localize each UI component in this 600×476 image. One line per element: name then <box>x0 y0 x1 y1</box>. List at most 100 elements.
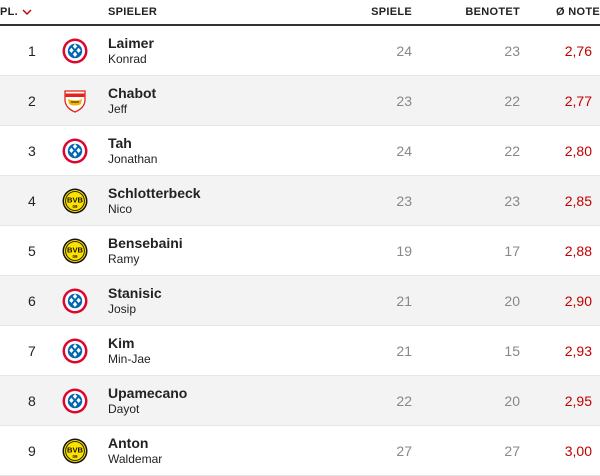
rank-cell: 6 <box>28 292 36 309</box>
player-cell[interactable]: Anton Waldemar <box>108 435 332 467</box>
table-row[interactable]: 7 Kim Min-Jae 21 15 2,93 <box>0 326 600 376</box>
rated-cell: 15 <box>504 342 520 359</box>
games-cell: 27 <box>396 442 412 459</box>
player-first-name: Nico <box>108 201 133 216</box>
bvb-crest-year: 09 <box>73 454 78 459</box>
rated-cell: 22 <box>504 92 520 109</box>
player-first-name: Ramy <box>108 251 140 266</box>
table-body: 1 Laimer Konrad 24 23 2,76 2 Chabot Jeff… <box>0 26 600 476</box>
crest-cell <box>62 288 108 314</box>
rank-cell: 8 <box>28 392 36 409</box>
grade-cell: 2,77 <box>564 92 592 109</box>
player-cell[interactable]: Tah Jonathan <box>108 135 332 167</box>
crest-cell <box>62 388 108 414</box>
player-cell[interactable]: Stanisic Josip <box>108 285 332 317</box>
player-last-name[interactable]: Bensebaini <box>108 234 183 251</box>
rank-cell: 5 <box>28 242 36 259</box>
bvb-crest-lettering: BVB <box>67 195 84 204</box>
player-last-name[interactable]: Upamecano <box>108 384 188 401</box>
table-row[interactable]: 2 Chabot Jeff 23 22 2,77 <box>0 76 600 126</box>
rank-cell: 2 <box>28 92 36 109</box>
grade-cell: 2,93 <box>564 342 592 359</box>
grade-cell: 2,88 <box>564 242 592 259</box>
bvb-crest-year: 09 <box>73 254 78 259</box>
player-cell[interactable]: Kim Min-Jae <box>108 335 332 367</box>
grade-cell: 2,76 <box>564 42 592 59</box>
games-cell: 24 <box>396 42 412 59</box>
grade-cell: 2,85 <box>564 192 592 209</box>
fc-bayern-crest-icon <box>62 288 88 313</box>
player-last-name[interactable]: Stanisic <box>108 284 162 301</box>
fc-bayern-crest-icon <box>62 138 88 163</box>
fc-bayern-crest-icon <box>62 38 88 63</box>
crest-cell <box>62 88 108 114</box>
table-header: PL. SPIELER SPIELE BENOTET Ø NOTE <box>0 0 600 26</box>
grade-cell: 2,80 <box>564 142 592 159</box>
fc-bayern-crest-icon <box>62 338 88 363</box>
fc-bayern-crest-icon <box>62 388 88 413</box>
player-cell[interactable]: Upamecano Dayot <box>108 385 332 417</box>
player-first-name: Konrad <box>108 51 147 66</box>
player-first-name: Dayot <box>108 401 140 416</box>
grade-cell: 2,90 <box>564 292 592 309</box>
player-cell[interactable]: Chabot Jeff <box>108 85 332 117</box>
games-cell: 22 <box>396 392 412 409</box>
games-cell: 21 <box>396 342 412 359</box>
player-column-header[interactable]: SPIELER <box>108 6 158 18</box>
rank-cell: 1 <box>28 42 36 59</box>
rank-cell: 4 <box>28 192 36 209</box>
games-column-header[interactable]: SPIELE <box>371 6 412 18</box>
player-first-name: Waldemar <box>108 451 163 466</box>
table-row[interactable]: 4 BVB 09 Schlotterbeck Nico 23 23 2,85 <box>0 176 600 226</box>
rated-cell: 23 <box>504 42 520 59</box>
rated-cell: 22 <box>504 142 520 159</box>
crest-cell: BVB 09 <box>62 438 108 464</box>
rated-column-header[interactable]: BENOTET <box>465 6 520 18</box>
rank-header-label: PL. <box>0 6 19 18</box>
table-row[interactable]: 9 BVB 09 Anton Waldemar 27 27 3,00 <box>0 426 600 476</box>
games-cell: 21 <box>396 292 412 309</box>
player-cell[interactable]: Schlotterbeck Nico <box>108 185 332 217</box>
vfb-stuttgart-crest-icon <box>64 89 86 113</box>
bvb-crest-lettering: BVB <box>67 445 84 454</box>
rank-cell: 9 <box>28 442 36 459</box>
crest-cell: BVB 09 <box>62 188 108 214</box>
player-last-name[interactable]: Kim <box>108 334 135 351</box>
rank-cell: 7 <box>28 342 36 359</box>
table-row[interactable]: 8 Upamecano Dayot 22 20 2,95 <box>0 376 600 426</box>
games-cell: 23 <box>396 192 412 209</box>
player-cell[interactable]: Laimer Konrad <box>108 35 332 67</box>
games-cell: 19 <box>396 242 412 259</box>
table-row[interactable]: 3 Tah Jonathan 24 22 2,80 <box>0 126 600 176</box>
table-row[interactable]: 5 BVB 09 Bensebaini Ramy 19 17 2,88 <box>0 226 600 276</box>
bvb-crest-lettering: BVB <box>67 245 84 254</box>
sort-chevron-down-icon[interactable] <box>22 7 32 17</box>
player-first-name: Jonathan <box>108 151 158 166</box>
table-row[interactable]: 6 Stanisic Josip 21 20 2,90 <box>0 276 600 326</box>
player-first-name: Min-Jae <box>108 351 151 366</box>
player-last-name[interactable]: Schlotterbeck <box>108 184 201 201</box>
crest-cell <box>62 338 108 364</box>
grade-cell: 3,00 <box>564 442 592 459</box>
rated-cell: 23 <box>504 192 520 209</box>
player-first-name: Josip <box>108 301 137 316</box>
crest-cell: BVB 09 <box>62 238 108 264</box>
player-last-name[interactable]: Tah <box>108 134 132 151</box>
player-last-name[interactable]: Chabot <box>108 84 157 101</box>
player-cell[interactable]: Bensebaini Ramy <box>108 235 332 267</box>
games-cell: 24 <box>396 142 412 159</box>
crest-cell <box>62 138 108 164</box>
grade-cell: 2,95 <box>564 392 592 409</box>
player-first-name: Jeff <box>108 101 128 116</box>
player-last-name[interactable]: Laimer <box>108 34 154 51</box>
table-row[interactable]: 1 Laimer Konrad 24 23 2,76 <box>0 26 600 76</box>
bvb-crest-year: 09 <box>73 204 78 209</box>
rated-cell: 17 <box>504 242 520 259</box>
rank-column-header[interactable]: PL. <box>0 6 62 18</box>
grade-column-header[interactable]: Ø NOTE <box>556 6 600 18</box>
player-last-name[interactable]: Anton <box>108 434 149 451</box>
rated-cell: 20 <box>504 292 520 309</box>
